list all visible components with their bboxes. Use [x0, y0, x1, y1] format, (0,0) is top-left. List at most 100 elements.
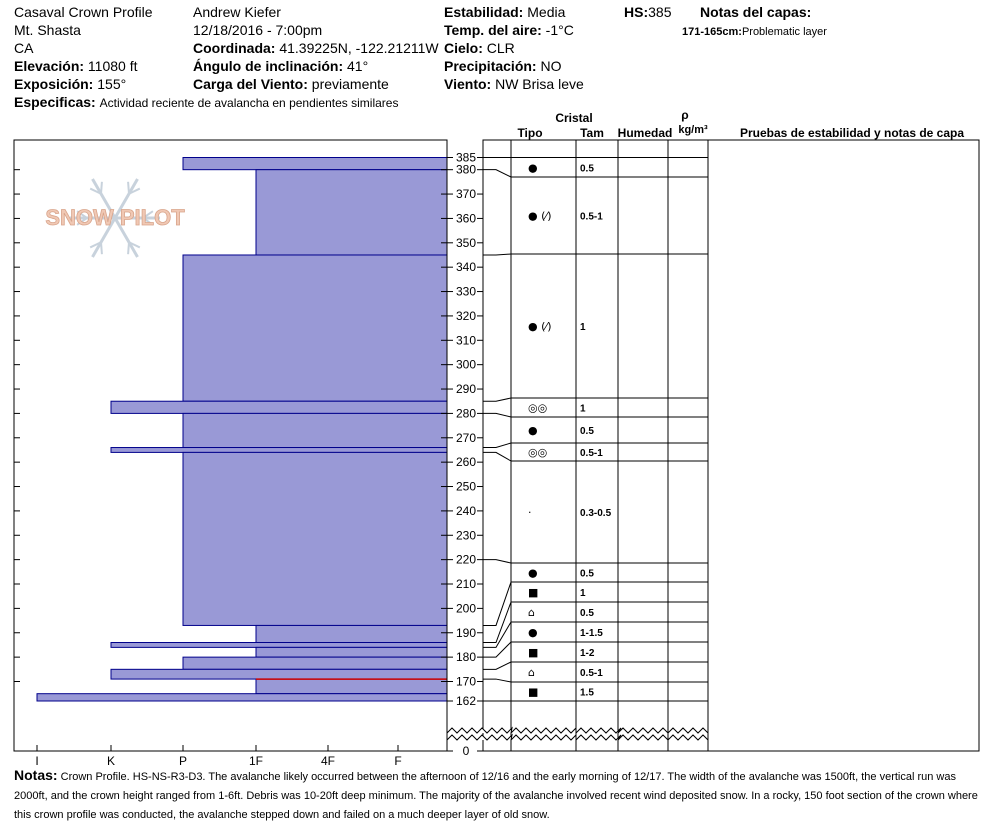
observer: Andrew Kiefer — [193, 4, 281, 20]
sky-label: Cielo: — [444, 40, 483, 56]
layer-row: · 0.3-0.5 — [511, 460, 708, 519]
wind: Viento: NW Brisa leve — [444, 76, 584, 93]
hardness-bar — [36, 693, 448, 702]
hardness-bar — [182, 656, 448, 670]
exposure: Exposición: 155° — [14, 76, 126, 93]
coord-value: 41.39225N, -122.21211W — [279, 40, 439, 56]
height-tick-label: 320 — [456, 309, 476, 323]
column-crystal: Cristal — [555, 111, 592, 125]
height-tick-label: 360 — [456, 211, 476, 225]
layer-crystal-type: ■ — [528, 586, 538, 599]
layer-row: ● (⁄) 0.5-1 — [511, 176, 708, 223]
layer-crystal-size: 1.5 — [580, 688, 594, 699]
height-tick-label: 300 — [456, 358, 476, 372]
layer-crystal-type: ● — [528, 626, 538, 639]
layer-crystal-type: ● — [528, 567, 538, 580]
hardness-bar — [110, 447, 448, 453]
specifics: Especificas: Actividad reciente de avala… — [14, 94, 398, 112]
layer-note: 171-165cm:Problematic layer — [682, 24, 827, 41]
layer-crystal-type: ⌂ — [528, 606, 535, 619]
hardness-bar — [182, 254, 448, 402]
layer-crystal-size: 0.5 — [580, 426, 594, 437]
wind-load-label: Carga del Viento: — [193, 76, 308, 92]
hardness-bar — [255, 624, 448, 644]
height-tick-label: 210 — [456, 577, 476, 591]
layer-row: ● 0.5 — [511, 562, 708, 580]
profile-name: Casaval Crown Profile — [14, 4, 153, 20]
hardness-bar — [255, 678, 448, 695]
height-tick-label: 370 — [456, 187, 476, 201]
air-temp-label: Temp. del aire: — [444, 22, 542, 38]
layer-row: ⌂ 0.5-1 — [511, 661, 708, 679]
column-moisture: Humedad — [618, 126, 673, 140]
stability-value: Media — [527, 4, 566, 20]
layer-crystal-size: 0.3-0.5 — [580, 508, 612, 519]
layer-crystal-size: 0.5-1 — [580, 212, 603, 223]
hardness-bar — [110, 642, 448, 648]
height-tick-label: 240 — [456, 504, 476, 518]
layer-row: ● (⁄) 1 — [511, 253, 708, 333]
layer-crystal-size: 1 — [580, 404, 586, 415]
layer-crystal-type: ● — [528, 161, 538, 174]
wind-label: Viento: — [444, 76, 492, 92]
slope-label: Ángulo de inclinación: — [193, 58, 344, 74]
hardness-bar — [110, 400, 448, 414]
snow-height: HS:385 — [624, 4, 671, 21]
layer-crystal-type: ◎◎ — [528, 402, 547, 415]
layer-crystal-size: 0.5 — [580, 608, 594, 619]
hardness-bar — [182, 412, 448, 449]
height-tick-label: 385 — [456, 151, 476, 165]
sky: Cielo: CLR — [444, 40, 515, 57]
hardness-tick-label: K — [107, 754, 115, 768]
layer-row: ⌂ 0.5 — [511, 601, 708, 619]
slope-angle: Ángulo de inclinación: 41° — [193, 58, 368, 75]
notes-label: Notas: — [14, 767, 58, 783]
hardness-tick-label: P — [179, 754, 187, 768]
exposure-value: 155° — [97, 76, 127, 92]
layer-crystal-type: ■ — [528, 646, 538, 659]
hardness-tick-label: I — [35, 754, 38, 768]
layer-crystal-size: 0.5 — [580, 569, 594, 580]
coordinates: Coordinada: 41.39225N, -122.21211W — [193, 40, 439, 57]
layer-crystal-type: ● (⁄) — [528, 210, 552, 223]
layer-row: ● 0.5 — [511, 416, 708, 437]
hs-value: 385 — [648, 4, 672, 20]
exposure-label: Exposición: — [14, 76, 94, 92]
hardness-bar — [255, 646, 448, 658]
column-density-symbol: ρ — [681, 108, 688, 122]
layer-note-range: 171-165cm: — [682, 26, 742, 38]
air-temp: Temp. del aire: -1°C — [444, 22, 574, 39]
height-tick-label: 200 — [456, 601, 476, 615]
height-tick-label: 270 — [456, 431, 476, 445]
wind-load: Carga del Viento: previamente — [193, 76, 389, 93]
layer-crystal-type: · — [528, 506, 532, 519]
layer-crystal-size: 0.5 — [580, 163, 594, 174]
layer-crystal-type: ◎◎ — [528, 446, 547, 459]
height-tick-label: 230 — [456, 528, 476, 542]
layer-row: ■ 1-2 — [511, 641, 708, 659]
height-tick-label: 330 — [456, 285, 476, 299]
height-tick-label: 340 — [456, 260, 476, 274]
hardness-tick-label: F — [394, 754, 401, 768]
layer-row: ■ 1 — [511, 581, 708, 599]
layer-note-text: Problematic layer — [741, 26, 827, 38]
hardness-bar — [182, 157, 448, 171]
height-tick-label: 220 — [456, 553, 476, 567]
hardness-tick-label: 4F — [321, 754, 335, 768]
state: CA — [14, 40, 34, 56]
height-tick-label: 280 — [456, 406, 476, 420]
hardness-bar — [182, 451, 448, 626]
column-tests: Pruebas de estabilidad y notas de capa — [740, 126, 964, 140]
watermark-text: SNOW PILOT — [45, 205, 185, 230]
layer-crystal-type: ■ — [528, 686, 538, 699]
column-density-unit: kg/m³ — [678, 124, 708, 136]
coord-label: Coordinada: — [193, 40, 276, 56]
layer-row: ■ 1.5 — [511, 681, 708, 699]
hs-label: HS: — [624, 4, 649, 20]
location: Mt. Shasta — [14, 22, 81, 38]
height-tick-label: 380 — [456, 163, 476, 177]
layer-row: ● 0.5 — [511, 157, 708, 174]
layer-crystal-size: 1-1.5 — [580, 628, 603, 639]
height-tick-label: 290 — [456, 382, 476, 396]
sky-value: CLR — [486, 40, 515, 56]
